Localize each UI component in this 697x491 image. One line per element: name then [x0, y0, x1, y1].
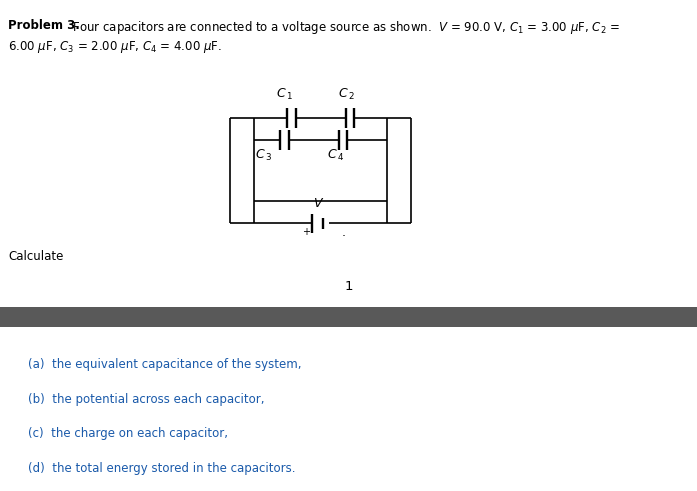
Text: 6.00 $\mu$F, $C_3$ = 2.00 $\mu$F, $C_4$ = 4.00 $\mu$F.: 6.00 $\mu$F, $C_3$ = 2.00 $\mu$F, $C_4$ … — [8, 39, 222, 55]
Text: Calculate: Calculate — [8, 250, 63, 263]
Text: Four capacitors are connected to a voltage source as shown.  $V$ = 90.0 V, $C_1$: Four capacitors are connected to a volta… — [65, 19, 620, 36]
Text: 1: 1 — [344, 280, 353, 293]
Text: $C_{\,2}$: $C_{\,2}$ — [338, 86, 355, 102]
Text: $C_{\,1}$: $C_{\,1}$ — [276, 86, 293, 102]
Text: +: + — [302, 227, 310, 237]
Text: (b)  the potential across each capacitor,: (b) the potential across each capacitor, — [28, 393, 264, 406]
Text: .: . — [342, 226, 346, 239]
Text: $C_{\,4}$: $C_{\,4}$ — [328, 148, 344, 163]
Text: $C_{\,3}$: $C_{\,3}$ — [255, 148, 272, 163]
Text: Problem 3.: Problem 3. — [8, 19, 80, 31]
Text: (d)  the total energy stored in the capacitors.: (d) the total energy stored in the capac… — [28, 462, 296, 474]
Text: $V$: $V$ — [313, 197, 324, 210]
Bar — [0, 307, 697, 327]
Text: (c)  the charge on each capacitor,: (c) the charge on each capacitor, — [28, 427, 228, 440]
Text: (a)  the equivalent capacitance of the system,: (a) the equivalent capacitance of the sy… — [28, 358, 301, 371]
